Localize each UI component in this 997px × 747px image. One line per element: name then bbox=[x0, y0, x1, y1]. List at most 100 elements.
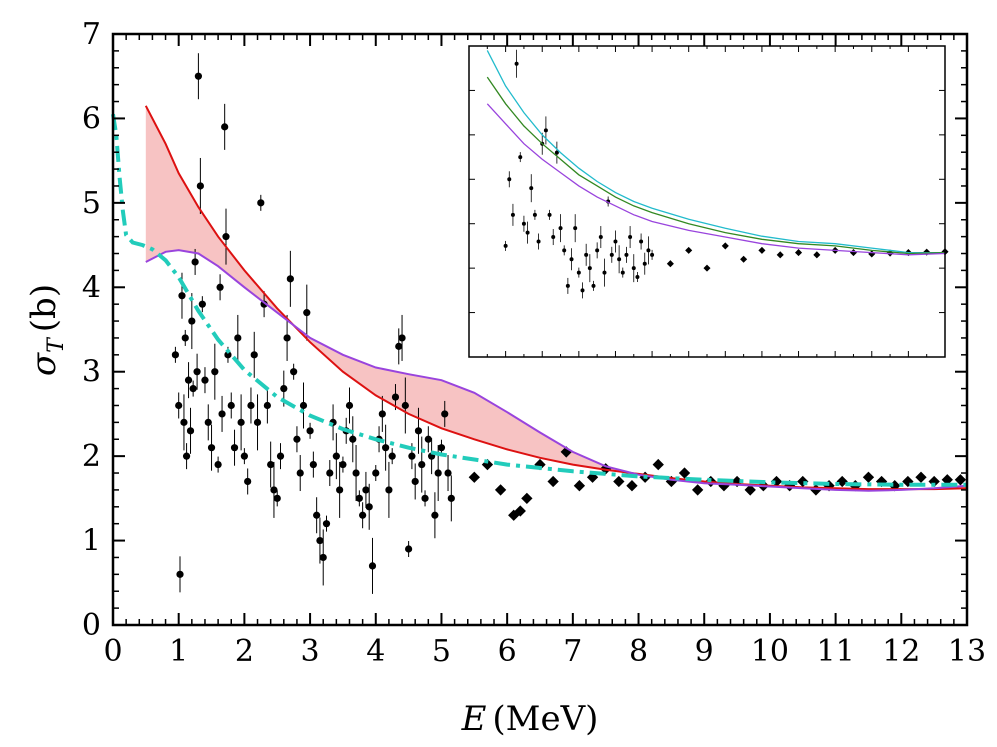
data-point bbox=[332, 452, 340, 460]
inset-data-point bbox=[598, 235, 603, 240]
inset-data-point bbox=[532, 212, 537, 217]
inset-ticks bbox=[468, 45, 946, 358]
data-point bbox=[378, 410, 386, 418]
x-tick-label: 4 bbox=[366, 634, 385, 669]
data-point bbox=[326, 469, 334, 477]
inset-data-point bbox=[573, 226, 578, 231]
inset-data-point bbox=[635, 275, 640, 280]
inset-data-point-diamond bbox=[795, 249, 803, 257]
data-point bbox=[180, 418, 188, 426]
inset-data-point bbox=[609, 252, 614, 257]
data-point bbox=[316, 536, 324, 545]
y-tick-label: 1 bbox=[82, 524, 101, 559]
data-point-diamond bbox=[468, 471, 480, 483]
inset-data-point bbox=[521, 221, 526, 226]
inset-data-point bbox=[554, 150, 559, 155]
data-point bbox=[336, 486, 344, 494]
inset-data-point bbox=[646, 248, 651, 253]
y-axis-title: σT(b) bbox=[24, 284, 69, 376]
data-point bbox=[362, 486, 370, 494]
data-point bbox=[286, 275, 294, 283]
data-point bbox=[414, 427, 423, 435]
data-point bbox=[388, 452, 396, 460]
inset-plot-area bbox=[468, 45, 949, 358]
inset-data-point-diamond bbox=[703, 264, 711, 272]
data-point bbox=[395, 342, 403, 350]
inset-data-point bbox=[536, 239, 541, 244]
inset-data-point bbox=[580, 288, 585, 293]
data-point bbox=[198, 300, 206, 308]
inset-data-point bbox=[529, 186, 534, 191]
inset-data-point bbox=[642, 261, 647, 266]
plot-frame bbox=[111, 32, 969, 627]
data-point-diamond bbox=[915, 471, 927, 483]
data-point bbox=[322, 520, 331, 528]
data-point bbox=[247, 401, 255, 410]
inset-data-point bbox=[602, 270, 607, 275]
inset-data-point bbox=[569, 257, 574, 262]
data-point bbox=[216, 283, 224, 291]
x-axis-symbol: E bbox=[461, 699, 487, 739]
inset-data-point bbox=[624, 252, 629, 257]
inset-data-point bbox=[584, 252, 589, 257]
x-axis-unit: MeV bbox=[506, 699, 587, 739]
data-point bbox=[309, 460, 317, 469]
data-point bbox=[385, 486, 393, 494]
y-tick-label: 0 bbox=[82, 608, 101, 643]
inset-data-point bbox=[551, 235, 556, 240]
inset-data-point bbox=[562, 248, 567, 253]
data-point bbox=[421, 494, 429, 502]
data-point bbox=[411, 477, 419, 486]
x-tick-label: 6 bbox=[498, 634, 517, 669]
data-point bbox=[352, 469, 360, 477]
inset-data-point bbox=[503, 243, 508, 248]
data-point bbox=[196, 182, 204, 190]
data-point bbox=[211, 368, 219, 376]
data-point bbox=[227, 401, 235, 410]
inset-data-point bbox=[510, 212, 515, 217]
y-axis-ticks: 0 1 2 3 4 5 6 7 bbox=[82, 17, 967, 643]
inset-data-point-diamond bbox=[666, 260, 674, 268]
x-tick-label: 7 bbox=[563, 634, 582, 669]
x-tick-label: 2 bbox=[235, 634, 254, 669]
data-point bbox=[434, 469, 442, 477]
data-point bbox=[267, 460, 275, 469]
data-point bbox=[188, 317, 196, 325]
data-point bbox=[218, 410, 226, 418]
data-point bbox=[176, 570, 184, 578]
data-point bbox=[319, 553, 327, 562]
data-point-diamond bbox=[652, 458, 664, 471]
x-tick-label: 0 bbox=[103, 634, 122, 669]
data-point bbox=[207, 444, 216, 452]
inset-data-point bbox=[507, 177, 512, 182]
data-point bbox=[299, 401, 308, 410]
x-axis-ticks: 0 1 2 3 4 5 6 7 8 9 10 11 12 13 bbox=[103, 34, 986, 669]
data-point bbox=[257, 199, 265, 207]
data-point bbox=[349, 435, 357, 443]
data-point bbox=[186, 427, 195, 435]
series-lower-band bbox=[145, 249, 968, 492]
data-point bbox=[355, 494, 363, 502]
data-point bbox=[293, 435, 301, 443]
data-point bbox=[244, 477, 252, 486]
curves-layer bbox=[111, 105, 968, 492]
data-point bbox=[418, 460, 426, 469]
data-point bbox=[194, 72, 202, 80]
x-tick-label: 13 bbox=[948, 634, 986, 669]
data-point bbox=[368, 562, 377, 570]
inset-data-points-layer bbox=[503, 49, 949, 299]
data-point bbox=[437, 444, 446, 452]
y-axis-subscript: T bbox=[44, 336, 69, 353]
data-point bbox=[372, 469, 380, 477]
data-point bbox=[175, 401, 183, 410]
data-point bbox=[382, 444, 390, 452]
data-point-diamond bbox=[613, 475, 625, 488]
data-point-diamond bbox=[521, 492, 533, 505]
data-point-diamond bbox=[692, 484, 704, 496]
data-point bbox=[178, 292, 186, 300]
data-point bbox=[263, 401, 271, 410]
data-point-diamond bbox=[514, 505, 526, 517]
inset-curves-layer bbox=[486, 50, 946, 256]
data-point bbox=[447, 494, 455, 502]
